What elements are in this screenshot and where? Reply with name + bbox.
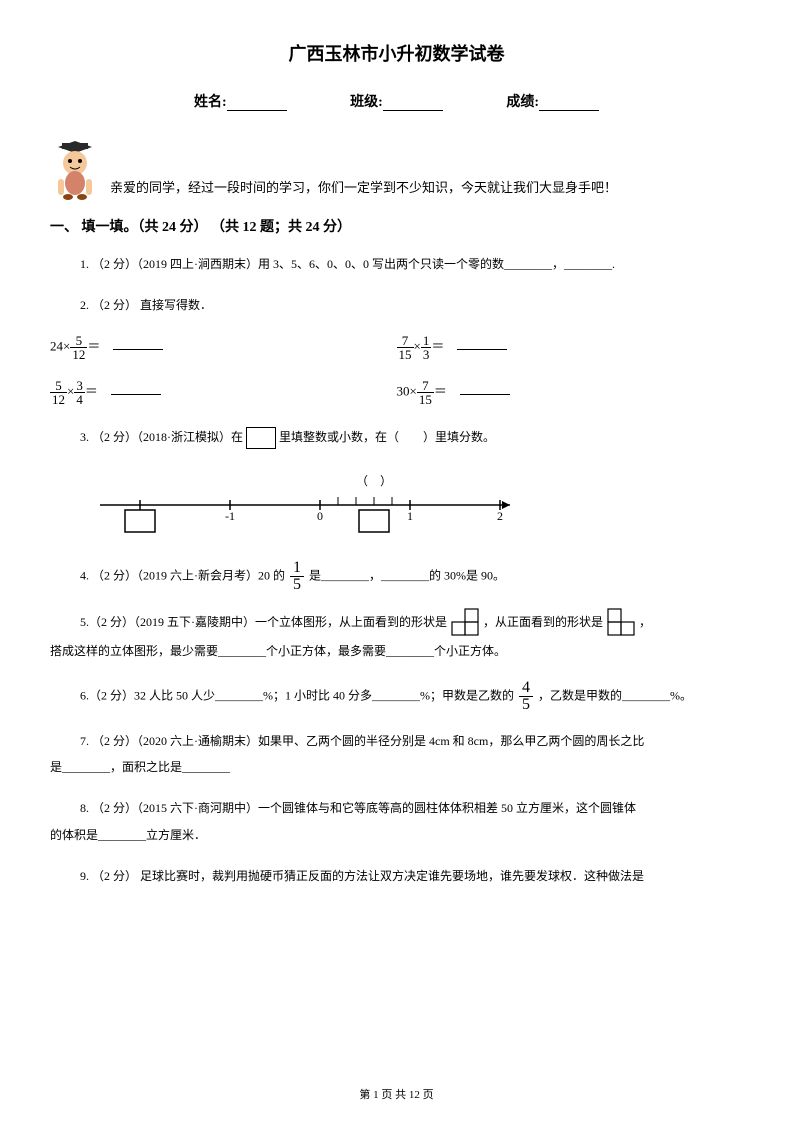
q4-pre: 4. （2 分）（2019 六上·新会月考）20 的 (80, 568, 288, 582)
eq2-den2: 3 (421, 348, 432, 361)
score-blank[interactable] (539, 95, 599, 111)
q4-post: 是________，________的 30%是 90。 (306, 568, 505, 582)
page-footer: 第 1 页 共 12 页 (0, 1086, 793, 1102)
svg-text:（ ）: （ ） (356, 474, 392, 488)
eq3-eq: ＝ (85, 383, 98, 398)
eq4-num: 7 (417, 379, 434, 393)
shape-front-view-icon (606, 608, 636, 638)
name-label: 姓名: (194, 91, 227, 111)
question-7: 7. （2 分）（2020 六上·通榆期末）如果甲、乙两个圆的半径分别是 4cm… (50, 728, 743, 781)
equation-row-1: 24×512＝ 715×13＝ (50, 334, 743, 361)
svg-text:0: 0 (317, 509, 323, 523)
q8-line2: 的体积是________立方厘米． (50, 828, 206, 842)
eq-4: 30×715＝ (397, 379, 744, 406)
question-2: 2. （2 分） 直接写得数． (50, 292, 743, 318)
q6-den: 5 (519, 697, 533, 713)
eq1-eq: ＝ (87, 338, 100, 353)
eq4-eq: ＝ (434, 383, 447, 398)
question-4: 4. （2 分）（2019 六上·新会月考）20 的 15 是________，… (50, 560, 743, 593)
eq2-mid: × (414, 338, 421, 353)
q3-pre: 3. （2 分）（2018·浙江模拟）在 (80, 430, 246, 444)
eq2-num2: 1 (421, 334, 432, 348)
eq4-den: 15 (417, 393, 434, 406)
eq3-num2: 3 (74, 379, 85, 393)
eq3-mid: × (67, 383, 74, 398)
eq1-pre: 24× (50, 338, 70, 353)
q4-den: 5 (290, 577, 304, 593)
student-info: 姓名: 班级: 成绩: (50, 91, 743, 111)
greeting-text: 亲爱的同学，经过一段时间的学习，你们一定学到不少知识，今天就让我们大显身手吧！ (110, 177, 617, 201)
q5-post: ， (636, 615, 651, 629)
q8-line1: 8. （2 分）（2015 六下·商河期中）一个圆锥体与和它等底等高的圆柱体体积… (80, 801, 636, 815)
q3-box[interactable] (246, 427, 276, 449)
eq2-den1: 15 (397, 348, 414, 361)
eq3-den2: 4 (74, 393, 85, 406)
q6-post: ，乙数是甲数的________%。 (535, 688, 692, 702)
eq-3: 512×34＝ (50, 379, 397, 406)
q5-mid: ，从正面看到的形状是 (480, 615, 606, 629)
svg-text:1: 1 (407, 509, 413, 523)
q7-line2: 是________，面积之比是________ (50, 760, 230, 774)
eq1-den: 12 (70, 348, 87, 361)
question-3: 3. （2 分）（2018·浙江模拟）在 里填整数或小数，在（ ）里填分数。 (50, 424, 743, 450)
greeting-row: 亲爱的同学，经过一段时间的学习，你们一定学到不少知识，今天就让我们大显身手吧！ (50, 141, 743, 201)
q3-mid: 里填整数或小数，在（ ）里填分数。 (276, 430, 495, 444)
eq3-den1: 12 (50, 393, 67, 406)
q6-pre: 6.（2 分）32 人比 50 人少________%；1 小时比 40 分多_… (80, 688, 517, 702)
score-label: 成绩: (506, 91, 539, 111)
question-9: 9. （2 分） 足球比赛时，裁判用抛硬币猜正反面的方法让双方决定谁先要场地，谁… (50, 863, 743, 889)
eq-1: 24×512＝ (50, 334, 397, 361)
name-blank[interactable] (227, 95, 287, 111)
svg-text:-1: -1 (225, 509, 235, 523)
q4-num: 1 (290, 560, 304, 577)
question-8: 8. （2 分）（2015 六下·商河期中）一个圆锥体与和它等底等高的圆柱体体积… (50, 795, 743, 848)
svg-text:2: 2 (497, 509, 503, 523)
question-1: 1. （2 分）（2019 四上·涧西期末）用 3、5、6、0、0、0 写出两个… (50, 251, 743, 277)
eq4-blank[interactable] (460, 381, 510, 395)
shape-top-view-icon (450, 608, 480, 638)
q6-num: 4 (519, 680, 533, 697)
eq1-num: 5 (70, 334, 87, 348)
q5-line2: 搭成这样的立体图形，最少需要________个小正方体，最多需要________… (50, 644, 506, 658)
class-blank[interactable] (383, 95, 443, 111)
eq1-blank[interactable] (113, 336, 163, 350)
eq2-num1: 7 (397, 334, 414, 348)
question-5: 5.（2 分）（2019 五下·嘉陵期中）一个立体图形，从上面看到的形状是 ，从… (50, 608, 743, 664)
equation-row-2: 512×34＝ 30×715＝ (50, 379, 743, 406)
exam-title: 广西玉林市小升初数学试卷 (50, 40, 743, 66)
question-6: 6.（2 分）32 人比 50 人少________%；1 小时比 40 分多_… (50, 680, 743, 713)
q7-line1: 7. （2 分）（2020 六上·通榆期末）如果甲、乙两个圆的半径分别是 4cm… (80, 734, 644, 748)
section-1-header: 一、 填一填。（共 24 分） （共 12 题；共 24 分） (50, 216, 743, 236)
mascot-icon (50, 141, 100, 201)
eq4-pre: 30× (397, 383, 417, 398)
eq3-num1: 5 (50, 379, 67, 393)
eq2-blank[interactable] (457, 336, 507, 350)
class-label: 班级: (350, 91, 383, 111)
eq2-eq: ＝ (431, 338, 444, 353)
q5-pre: 5.（2 分）（2019 五下·嘉陵期中）一个立体图形，从上面看到的形状是 (80, 615, 450, 629)
number-line: -1 0 1 2 （ ） (90, 465, 743, 540)
eq-2: 715×13＝ (397, 334, 744, 361)
eq3-blank[interactable] (111, 381, 161, 395)
